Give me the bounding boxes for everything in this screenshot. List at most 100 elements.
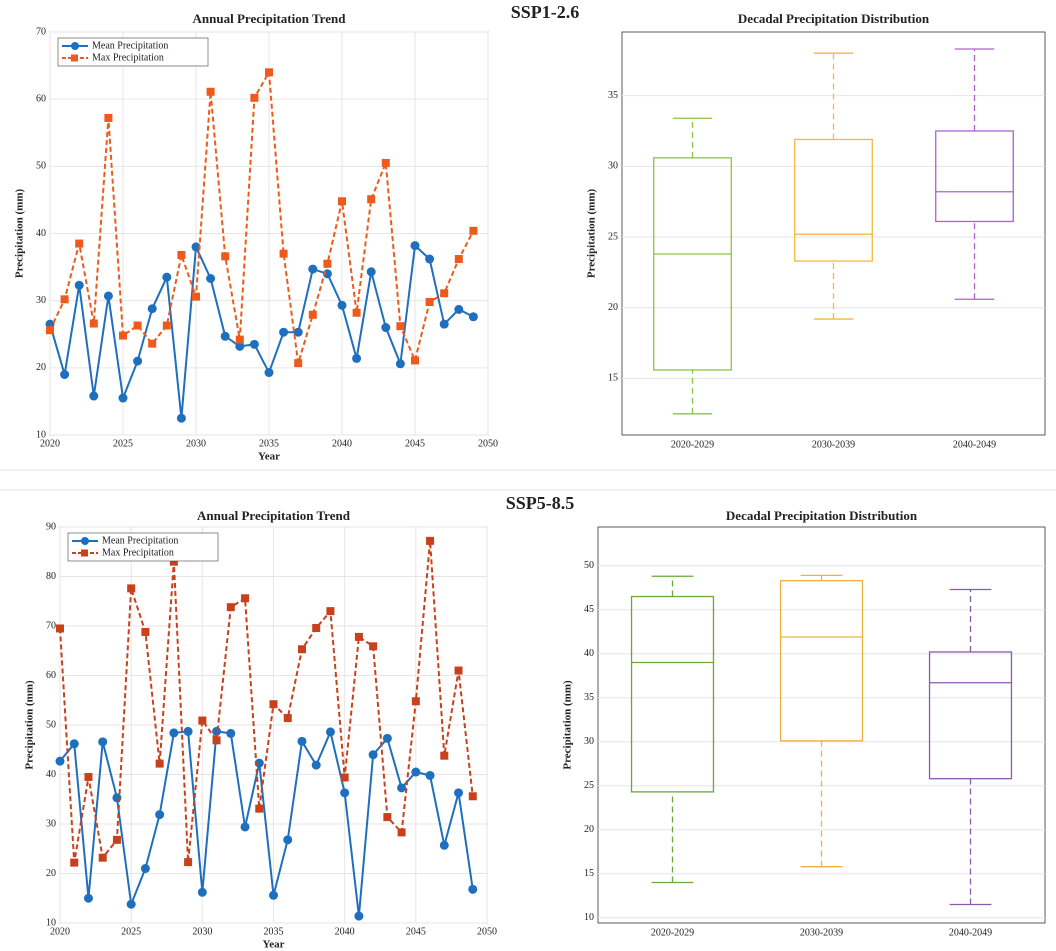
marker (410, 241, 420, 251)
y-tick-label: 60 (36, 93, 46, 104)
y-tick-label: 20 (36, 362, 46, 373)
marker (140, 864, 150, 874)
y-tick-label: 70 (36, 26, 46, 37)
y-tick-label: 40 (46, 769, 56, 780)
marker (206, 274, 216, 284)
y-tick-label: 20 (46, 868, 56, 879)
section-title: SSP1-2.6 (511, 2, 580, 22)
y-axis-label: Precipitation (mm) (562, 680, 574, 770)
x-tick-label: 2025 (121, 926, 141, 937)
x-tick-label: 2025 (113, 438, 133, 449)
y-tick-label: 30 (36, 295, 46, 306)
legend-label: Max Precipitation (92, 52, 164, 63)
y-tick-label: 25 (608, 231, 618, 242)
marker (103, 291, 113, 301)
marker (411, 697, 420, 706)
marker (155, 759, 164, 768)
marker (279, 327, 289, 337)
box (630, 595, 715, 793)
y-tick-label: 20 (584, 824, 594, 835)
y-tick-label: 25 (584, 780, 594, 791)
marker (112, 835, 121, 844)
y-tick-label: 15 (608, 373, 618, 384)
marker (212, 736, 221, 745)
marker (381, 323, 391, 333)
y-tick-label: 50 (36, 161, 46, 172)
y-tick-label: 80 (46, 571, 56, 582)
y-axis-label: Precipitation (mm) (24, 680, 36, 770)
marker (84, 772, 93, 781)
marker (468, 884, 478, 894)
legend-swatch (81, 537, 89, 545)
x-tick-label: 2030 (186, 438, 206, 449)
y-tick-label: 20 (608, 302, 618, 313)
marker (308, 310, 317, 319)
marker (191, 242, 201, 252)
x-tick-label: 2040-2049 (953, 439, 996, 450)
marker (155, 810, 165, 820)
marker (235, 335, 244, 344)
marker (439, 319, 449, 329)
marker (241, 594, 250, 603)
x-tick-label: 2050 (477, 926, 497, 937)
marker (212, 726, 222, 736)
marker (264, 368, 274, 378)
chart-title: Decadal Precipitation Distribution (726, 508, 918, 523)
y-tick-label: 90 (46, 521, 56, 532)
marker (352, 353, 362, 363)
y-tick-label: 35 (584, 692, 594, 703)
x-tick-label: 2040-2049 (949, 927, 992, 938)
chart-title: Annual Precipitation Trend (193, 11, 347, 26)
marker (283, 835, 293, 845)
marker (56, 624, 64, 633)
plot-area (621, 31, 1046, 436)
legend-swatch (71, 54, 78, 62)
marker (255, 804, 264, 813)
y-tick-label: 15 (584, 868, 594, 879)
marker (367, 195, 376, 204)
marker (279, 249, 288, 258)
data-line (49, 68, 475, 364)
x-tick-label: 2030-2039 (812, 439, 855, 450)
marker (55, 756, 65, 766)
x-tick-label: 2030-2039 (800, 927, 843, 938)
marker (395, 359, 405, 369)
marker (265, 68, 273, 77)
y-tick-label: 60 (46, 670, 56, 681)
marker (323, 259, 332, 268)
marker (381, 158, 390, 167)
legend (57, 37, 209, 67)
marker (220, 331, 230, 341)
marker (126, 899, 136, 909)
marker (425, 254, 435, 264)
marker (221, 252, 230, 261)
marker (162, 272, 172, 282)
y-tick-label: 70 (46, 620, 56, 631)
y-axis-label: Precipitation (mm) (14, 189, 26, 279)
marker (326, 607, 335, 616)
x-tick-label: 2045 (405, 438, 425, 449)
y-tick-label: 30 (608, 161, 618, 172)
marker (183, 726, 193, 736)
marker (440, 751, 449, 760)
x-axis-label: Year (263, 939, 285, 951)
chart-title: Annual Precipitation Trend (197, 508, 351, 523)
marker (454, 666, 463, 675)
legend-label: Mean Precipitation (102, 535, 178, 546)
y-tick-label: 50 (46, 719, 56, 730)
marker (340, 788, 350, 798)
x-tick-label: 2040 (332, 438, 352, 449)
marker (468, 312, 478, 322)
marker (162, 321, 171, 330)
legend-label: Max Precipitation (102, 547, 174, 558)
marker (235, 341, 245, 351)
section-title: SSP5-8.5 (506, 493, 575, 513)
marker (312, 623, 321, 632)
y-tick-label: 35 (608, 90, 618, 101)
marker (83, 893, 93, 903)
marker (294, 359, 303, 368)
marker (148, 339, 157, 348)
marker (411, 767, 421, 777)
marker (283, 714, 292, 723)
legend (67, 532, 219, 562)
